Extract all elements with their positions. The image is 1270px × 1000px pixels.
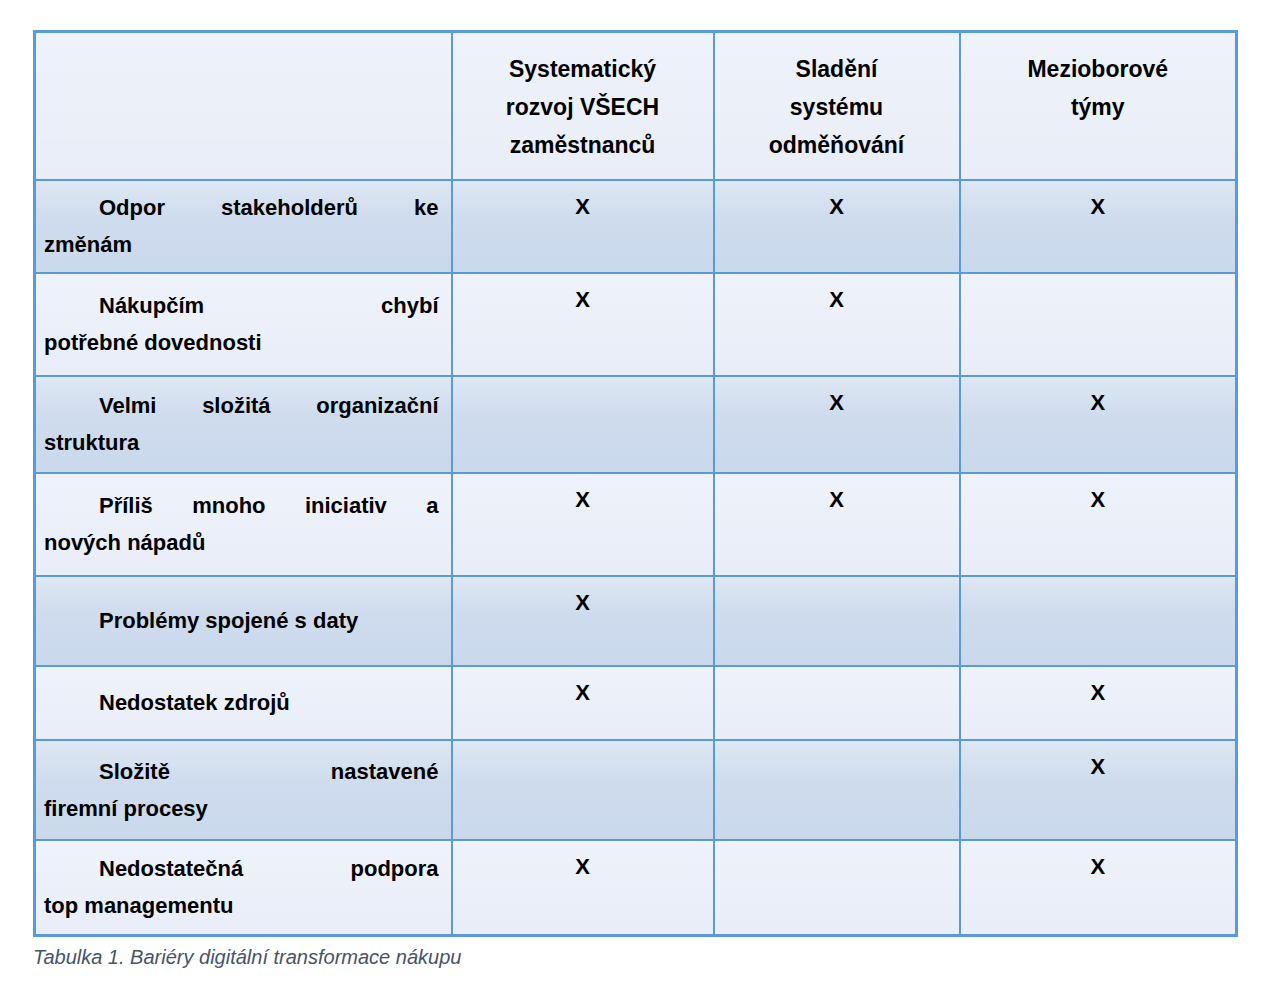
- mark-cell: X: [960, 473, 1237, 576]
- header-line: systému: [716, 88, 958, 126]
- empty-cell: [960, 273, 1237, 376]
- table-caption: Tabulka 1. Bariéry digitální transformac…: [33, 946, 1235, 969]
- mark-cell: X: [452, 840, 714, 936]
- table-row: Nedostatečná podporatop managementuXX: [35, 840, 1237, 936]
- mark-cell: X: [960, 180, 1237, 273]
- row-label: Problémy spojené s daty: [35, 576, 452, 666]
- table-row: Nedostatek zdrojů X X: [35, 666, 1237, 740]
- empty-cell: [714, 666, 960, 740]
- mark-cell: X: [714, 376, 960, 473]
- mark-cell: X: [452, 576, 714, 666]
- empty-cell: [960, 576, 1237, 666]
- row-label-line: nových nápadů: [44, 524, 439, 561]
- row-label-line: Nákupčím chybí: [44, 287, 439, 324]
- row-label: Velmi složitá organizačnístruktura: [35, 376, 452, 473]
- mark-cell: X: [960, 376, 1237, 473]
- row-label-line: Nedostatečná podpora: [44, 850, 439, 887]
- table-row: Nákupčím chybípotřebné dovednostiXX: [35, 273, 1237, 376]
- row-label: Odpor stakeholderů kezměnám: [35, 180, 452, 273]
- row-label: Nákupčím chybípotřebné dovednosti: [35, 273, 452, 376]
- table-row: Velmi složitá organizačnístruktura XX: [35, 376, 1237, 473]
- document-page: Systematickýrozvoj VŠECHzaměstnancůSladě…: [0, 0, 1270, 969]
- empty-cell: [452, 376, 714, 473]
- mark-cell: X: [452, 273, 714, 376]
- header-line: Sladění: [716, 50, 958, 88]
- column-header: Sladěnísystémuodměňování: [714, 32, 960, 180]
- row-label-line: firemní procesy: [44, 790, 439, 827]
- header-row: Systematickýrozvoj VŠECHzaměstnancůSladě…: [35, 32, 1237, 180]
- mark-cell: X: [452, 473, 714, 576]
- header-line: Systematický: [454, 50, 712, 88]
- row-label-line: Velmi složitá organizační: [44, 387, 439, 424]
- table-row: Příliš mnoho iniciativ anových nápadůXXX: [35, 473, 1237, 576]
- barriers-table: Systematickýrozvoj VŠECHzaměstnancůSladě…: [33, 30, 1238, 937]
- row-label-line: Příliš mnoho iniciativ a: [44, 487, 439, 524]
- empty-cell: [452, 740, 714, 840]
- mark-cell: X: [714, 473, 960, 576]
- table-row: Problémy spojené s daty X: [35, 576, 1237, 666]
- row-label-line: Problémy spojené s daty: [44, 602, 439, 639]
- header-line: odměňování: [716, 126, 958, 164]
- row-label-line: změnám: [44, 226, 439, 263]
- row-label-line: struktura: [44, 424, 439, 461]
- mark-cell: X: [960, 740, 1237, 840]
- row-label-line: Odpor stakeholderů ke: [44, 189, 439, 226]
- row-label: Nedostatečná podporatop managementu: [35, 840, 452, 936]
- empty-cell: [714, 576, 960, 666]
- empty-cell: [714, 740, 960, 840]
- row-label: Složitě nastavenéfiremní procesy: [35, 740, 452, 840]
- row-label-line: top managementu: [44, 887, 439, 924]
- column-header: Mezioborovétýmy: [960, 32, 1237, 180]
- mark-cell: X: [452, 180, 714, 273]
- mark-cell: X: [714, 273, 960, 376]
- row-label: Příliš mnoho iniciativ anových nápadů: [35, 473, 452, 576]
- mark-cell: X: [452, 666, 714, 740]
- row-label: Nedostatek zdrojů: [35, 666, 452, 740]
- header-line: rozvoj VŠECH: [454, 88, 712, 126]
- mark-cell: X: [960, 666, 1237, 740]
- table-row: Odpor stakeholderů kezměnámXXX: [35, 180, 1237, 273]
- row-label-line: potřebné dovednosti: [44, 324, 439, 361]
- column-header: Systematickýrozvoj VŠECHzaměstnanců: [452, 32, 714, 180]
- header-line: týmy: [962, 88, 1235, 126]
- header-line: Mezioborové: [962, 50, 1235, 88]
- table-row: Složitě nastavenéfiremní procesy X: [35, 740, 1237, 840]
- row-label-line: Nedostatek zdrojů: [44, 684, 439, 721]
- row-label-line: Složitě nastavené: [44, 753, 439, 790]
- header-line: zaměstnanců: [454, 126, 712, 164]
- empty-cell: [714, 840, 960, 936]
- mark-cell: X: [960, 840, 1237, 936]
- corner-cell: [35, 32, 452, 180]
- mark-cell: X: [714, 180, 960, 273]
